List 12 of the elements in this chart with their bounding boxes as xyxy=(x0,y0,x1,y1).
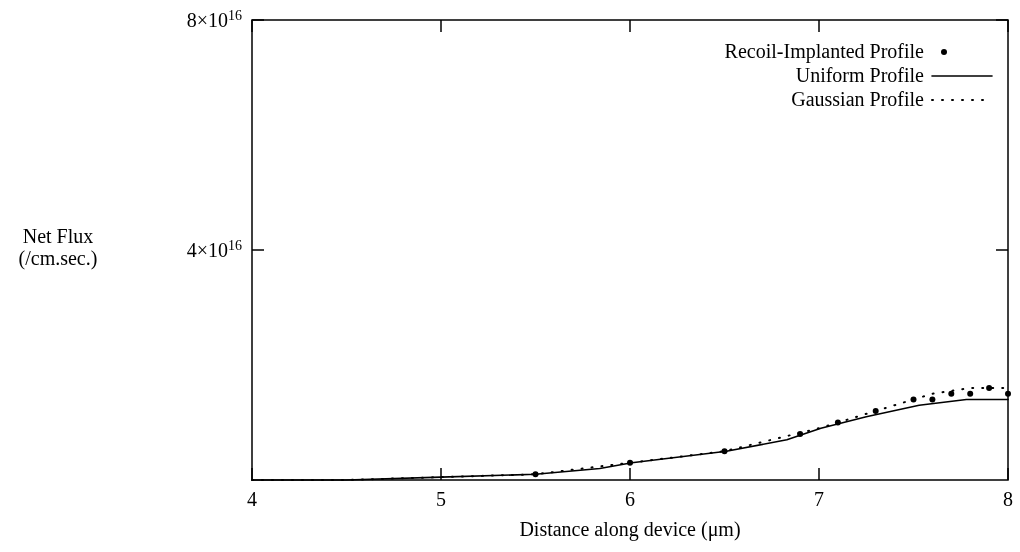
x-tick-label: 5 xyxy=(436,488,446,510)
legend-label: Recoil-Implanted Profile xyxy=(724,40,925,63)
x-tick-label: 4 xyxy=(247,488,257,510)
legend-label: Uniform Profile xyxy=(795,64,925,86)
y-tick-label: 8×10$^{16}$ xyxy=(186,7,242,31)
legend-label: Gaussian Profile xyxy=(791,88,925,110)
x-axis-title: Distance along device (μm) xyxy=(519,518,741,541)
y-axis-title: Net Flux (/cm.sec.) xyxy=(18,225,98,270)
y-tick-label: 4×10$^{16}$ xyxy=(186,237,242,261)
x-tick-label: 8 xyxy=(1003,488,1013,510)
x-tick-label: 7 xyxy=(814,488,824,510)
x-tick-label: 6 xyxy=(625,488,635,510)
